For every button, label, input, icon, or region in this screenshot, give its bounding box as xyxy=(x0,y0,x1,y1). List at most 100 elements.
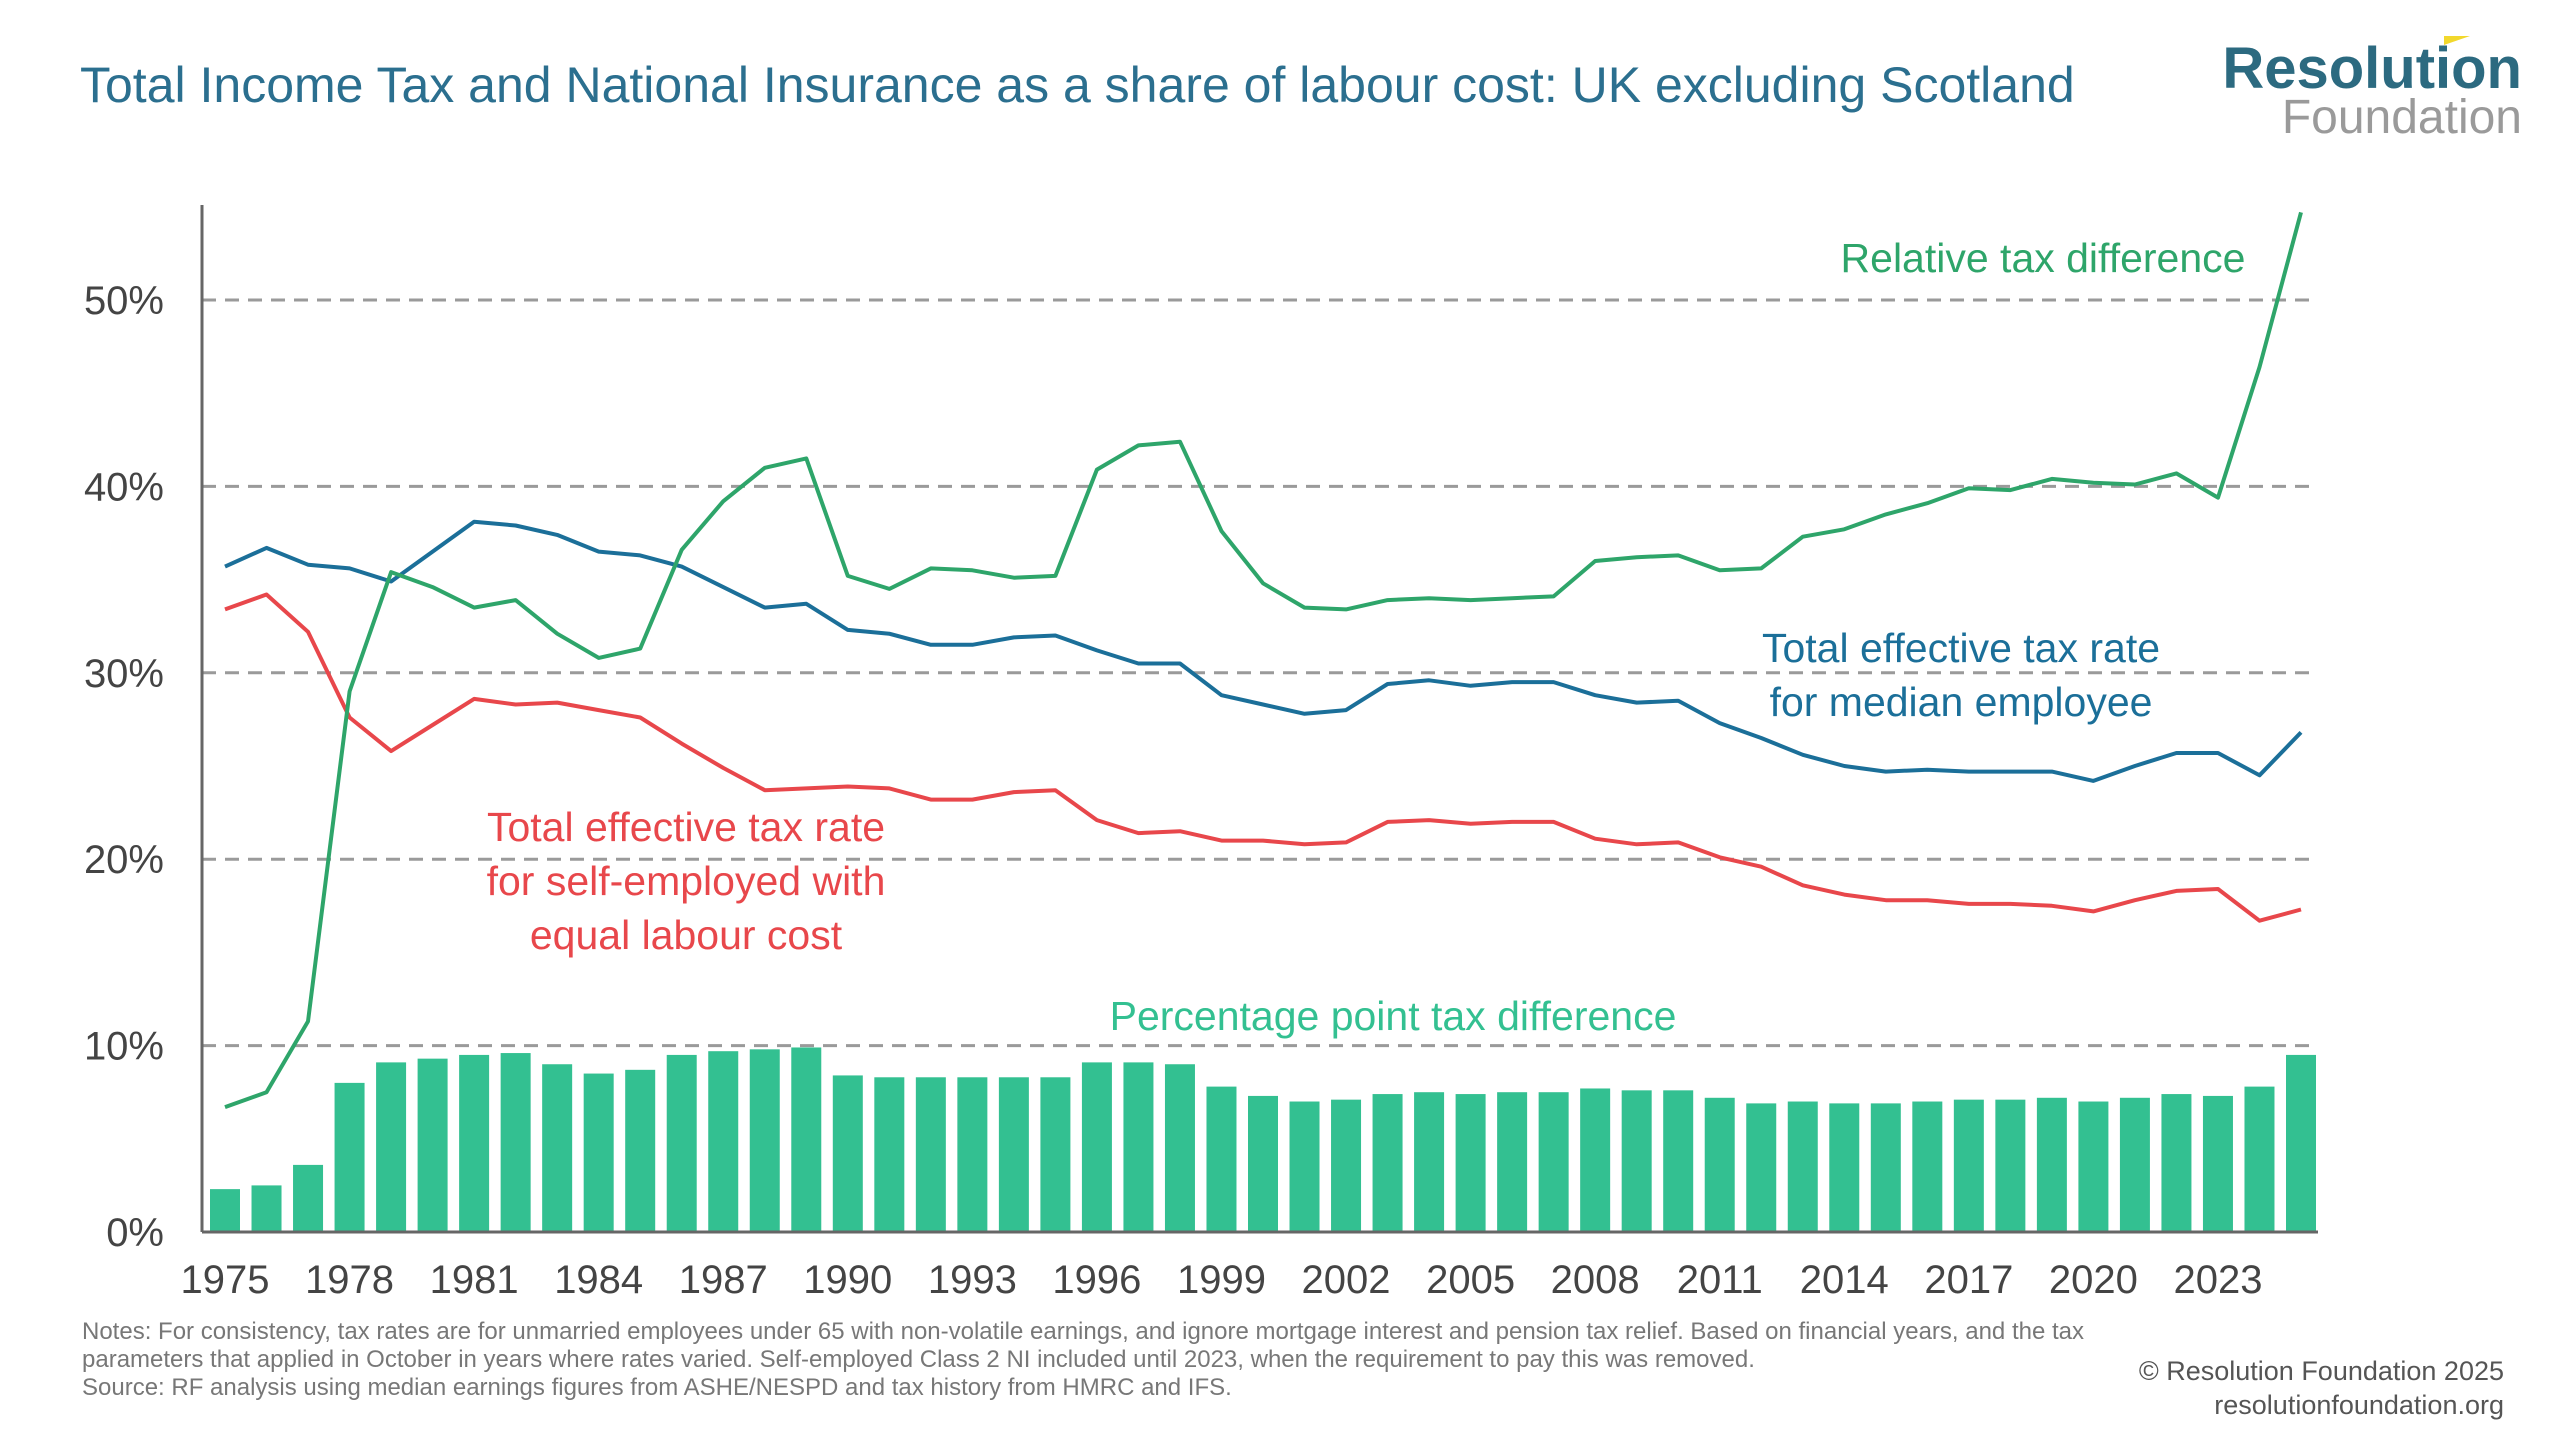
bar xyxy=(1829,1103,1860,1232)
annotations: Relative tax difference Total effective … xyxy=(487,235,2246,1039)
lines xyxy=(224,211,2303,1109)
bars xyxy=(210,1047,2316,1232)
y-tick-label: 30% xyxy=(84,652,164,696)
bar xyxy=(1497,1092,1528,1232)
bar xyxy=(1164,1064,1195,1232)
logo-line1: Resolution xyxy=(2222,36,2522,101)
annotation-self-1: Total effective tax rate xyxy=(487,804,885,850)
x-tick-label: 2002 xyxy=(1302,1258,1391,1302)
bar xyxy=(666,1054,697,1232)
y-tick-label: 20% xyxy=(84,838,164,882)
bar xyxy=(1663,1090,1694,1232)
source-text: Source: RF analysis using median earning… xyxy=(82,1374,1232,1401)
bar xyxy=(957,1077,988,1232)
x-tick-label: 2008 xyxy=(1551,1258,1640,1302)
bar xyxy=(1580,1088,1611,1232)
bar xyxy=(1455,1094,1486,1232)
bar xyxy=(376,1062,407,1232)
x-tick-label: 1981 xyxy=(430,1258,519,1302)
tick-labels: 0% 10% 20% 30% 40% 50% 1975 1978 1981 1984 1987 199… xyxy=(84,279,2263,1302)
annotation-bars: Percentage point tax difference xyxy=(1110,993,1677,1039)
copyright: © Resolution Foundation 2025 xyxy=(2138,1356,2504,1386)
x-tick-label: 1984 xyxy=(554,1258,643,1302)
annotation-self-2: for self-employed with xyxy=(487,858,886,904)
bar xyxy=(2078,1101,2109,1232)
self-employed-rate-line xyxy=(224,592,2302,923)
bar xyxy=(1372,1094,1403,1232)
y-tick-label: 40% xyxy=(84,465,164,509)
annotation-self-3: equal labour cost xyxy=(530,912,843,958)
x-tick-label: 1993 xyxy=(928,1258,1017,1302)
bar xyxy=(2202,1095,2233,1232)
bar xyxy=(293,1164,324,1232)
x-tick-label: 2014 xyxy=(1800,1258,1889,1302)
bar xyxy=(1953,1099,1984,1232)
bar xyxy=(1995,1099,2026,1232)
gridlines xyxy=(202,298,2318,1048)
bar xyxy=(1912,1101,1943,1232)
bar xyxy=(2244,1086,2275,1232)
y-tick-label: 10% xyxy=(84,1025,164,1069)
bar xyxy=(542,1064,573,1232)
x-tick-label: 1987 xyxy=(679,1258,768,1302)
bar xyxy=(500,1053,531,1232)
logo-accent-icon xyxy=(2444,36,2470,45)
bar xyxy=(583,1073,614,1232)
x-tick-label: 2011 xyxy=(1677,1258,1763,1302)
x-tick-label: 1996 xyxy=(1052,1258,1141,1302)
bar xyxy=(1787,1101,1818,1232)
x-tick-label: 1990 xyxy=(803,1258,892,1302)
x-tick-label: 1999 xyxy=(1177,1258,1266,1302)
bar xyxy=(2286,1054,2316,1232)
bar xyxy=(1248,1095,1278,1232)
bar xyxy=(791,1047,822,1232)
employee-rate-line xyxy=(224,519,2303,783)
bar xyxy=(1746,1103,1777,1232)
bar xyxy=(708,1051,739,1232)
bar xyxy=(251,1185,282,1232)
bar xyxy=(417,1058,448,1232)
bar xyxy=(1621,1090,1652,1232)
bar xyxy=(1081,1062,1112,1232)
bar xyxy=(1704,1097,1735,1232)
bar xyxy=(2036,1097,2067,1232)
bar xyxy=(998,1077,1029,1232)
annotation-relative: Relative tax difference xyxy=(1841,235,2246,281)
bar xyxy=(459,1054,490,1232)
bar xyxy=(1040,1077,1071,1232)
x-tick-label: 2017 xyxy=(1924,1258,2013,1302)
bar xyxy=(832,1075,863,1232)
annotation-employee-2: for median employee xyxy=(1770,679,2153,725)
axes xyxy=(200,205,2318,1234)
bar xyxy=(1870,1103,1901,1232)
bar xyxy=(1123,1062,1154,1232)
chart-title: Total Income Tax and National Insurance … xyxy=(80,57,2075,113)
bar xyxy=(874,1077,905,1232)
bar xyxy=(1206,1086,1237,1232)
bar xyxy=(915,1077,946,1232)
bar xyxy=(210,1189,240,1232)
bar xyxy=(2119,1097,2150,1232)
bar xyxy=(625,1069,656,1232)
bar xyxy=(1414,1092,1445,1232)
notes: Notes: For consistency, tax rates are fo… xyxy=(82,1318,2142,1402)
x-tick-label: 2023 xyxy=(2173,1258,2262,1302)
bar xyxy=(1289,1101,1320,1232)
y-tick-label: 0% xyxy=(106,1211,164,1255)
bar xyxy=(334,1082,365,1232)
bar xyxy=(749,1049,780,1232)
logo-line2: Foundation xyxy=(2281,91,2522,144)
x-tick-label: 1978 xyxy=(305,1258,394,1302)
credit: © Resolution Foundation 2025 resolutionf… xyxy=(2139,1354,2504,1422)
annotation-employee-1: Total effective tax rate xyxy=(1762,625,2160,671)
relative-difference-line xyxy=(224,211,2303,1109)
bar xyxy=(2161,1094,2192,1232)
x-tick-label: 2020 xyxy=(2049,1258,2138,1302)
x-tick-label: 1975 xyxy=(181,1258,270,1302)
resolution-foundation-logo: Resolution Foundation xyxy=(2222,36,2522,144)
website-link[interactable]: resolutionfoundation.org xyxy=(2214,1390,2504,1420)
x-tick-label: 2005 xyxy=(1426,1258,1515,1302)
bar xyxy=(1331,1099,1362,1232)
y-tick-label: 50% xyxy=(84,279,164,323)
